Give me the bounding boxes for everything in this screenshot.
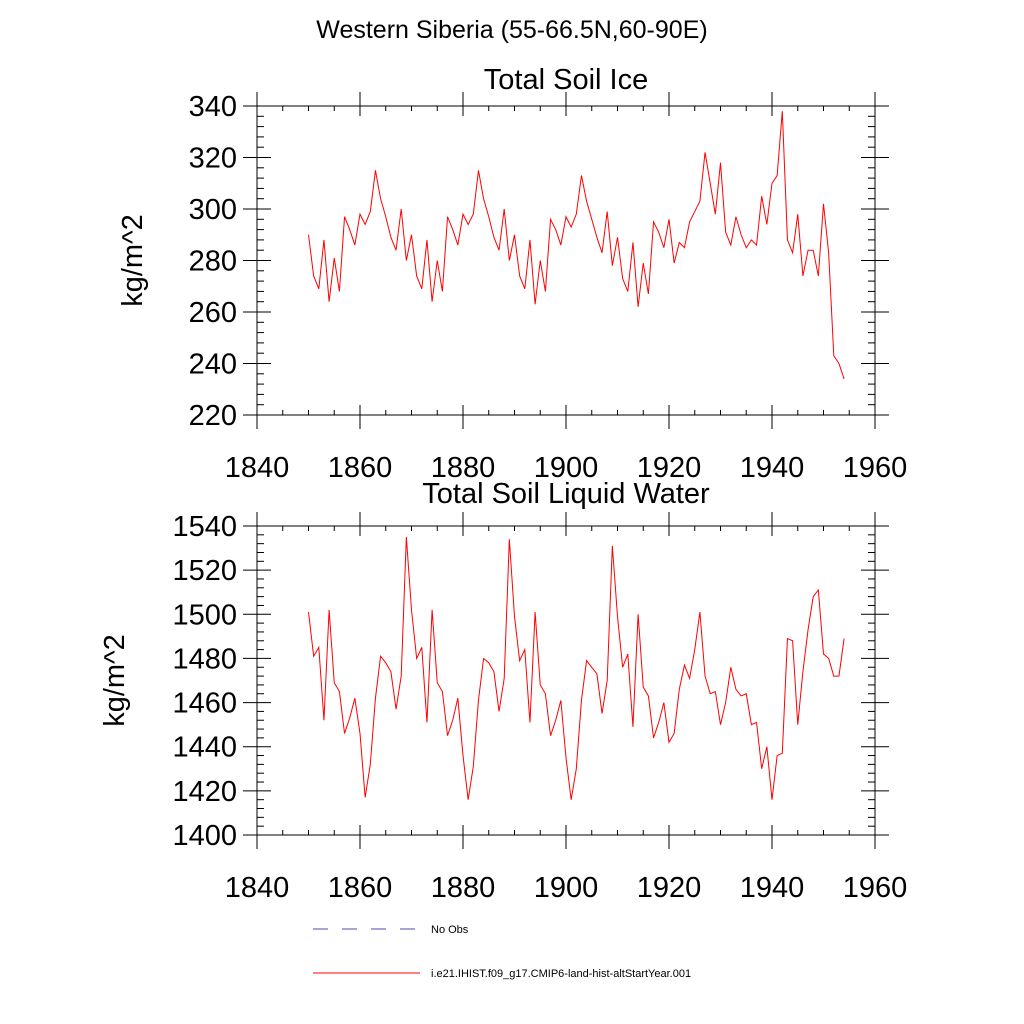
y-tick-label: 240 [189, 349, 237, 381]
y-tick-label: 340 [189, 91, 237, 123]
page-title: Western Siberia (55-66.5N,60-90E) [316, 16, 708, 44]
y-tick-label: 1420 [172, 776, 237, 808]
y-tick-label: 280 [189, 246, 237, 278]
y-tick-label: 320 [189, 143, 237, 175]
x-tick-label: 1860 [328, 452, 393, 484]
x-tick-label: 1940 [740, 452, 805, 484]
y-axis-label: kg/m^2 [117, 214, 149, 307]
chart-panel-1: Total Soil Ice kg/m^2 1840 1860 1880 1900 1920… [117, 64, 907, 484]
plot-frame [256, 525, 876, 836]
y-tick-label: 300 [189, 194, 237, 226]
x-tick-label: 1940 [740, 872, 805, 904]
y-tick-label: 1480 [172, 643, 237, 675]
plot-frame [256, 105, 876, 416]
x-tick-label: 1920 [637, 452, 702, 484]
chart-panel-2: Total Soil Liquid Water kg/m^2 1840 1860 188… [99, 478, 907, 904]
series-line-1 [308, 111, 845, 380]
y-tick-label: 1440 [172, 732, 237, 764]
y-tick-label: 1540 [172, 511, 237, 543]
series-line-1 [308, 537, 845, 800]
x-tick-label: 1860 [328, 872, 393, 904]
legend: No Obs i.e21.IHIST.f09_g17.CMIP6-land-his… [313, 924, 691, 980]
chart-title: Total Soil Liquid Water [422, 478, 710, 510]
y-tick-label: 1500 [172, 599, 237, 631]
y-tick-label: 260 [189, 297, 237, 329]
y-tick-label: 220 [189, 400, 237, 432]
x-tick-label: 1880 [431, 872, 496, 904]
x-tick-label: 1900 [534, 872, 599, 904]
x-tick-label: 1900 [534, 452, 599, 484]
x-tick-label: 1960 [843, 452, 908, 484]
x-tick-label: 1960 [843, 872, 908, 904]
legend-label: No Obs [431, 924, 469, 936]
y-tick-label: 1460 [172, 688, 237, 720]
y-tick-label: 1520 [172, 555, 237, 587]
x-tick-label: 1920 [637, 872, 702, 904]
legend-label: i.e21.IHIST.f09_g17.CMIP6-land-hist-altS… [431, 968, 691, 980]
chart-title: Total Soil Ice [484, 64, 648, 96]
legend-item: No Obs [313, 924, 469, 936]
x-tick-label: 1880 [431, 452, 496, 484]
y-tick-label: 1400 [172, 820, 237, 852]
x-tick-label: 1840 [225, 452, 290, 484]
y-axis-label: kg/m^2 [99, 634, 131, 727]
x-tick-label: 1840 [225, 872, 290, 904]
legend-item: i.e21.IHIST.f09_g17.CMIP6-land-hist-altS… [313, 968, 691, 980]
